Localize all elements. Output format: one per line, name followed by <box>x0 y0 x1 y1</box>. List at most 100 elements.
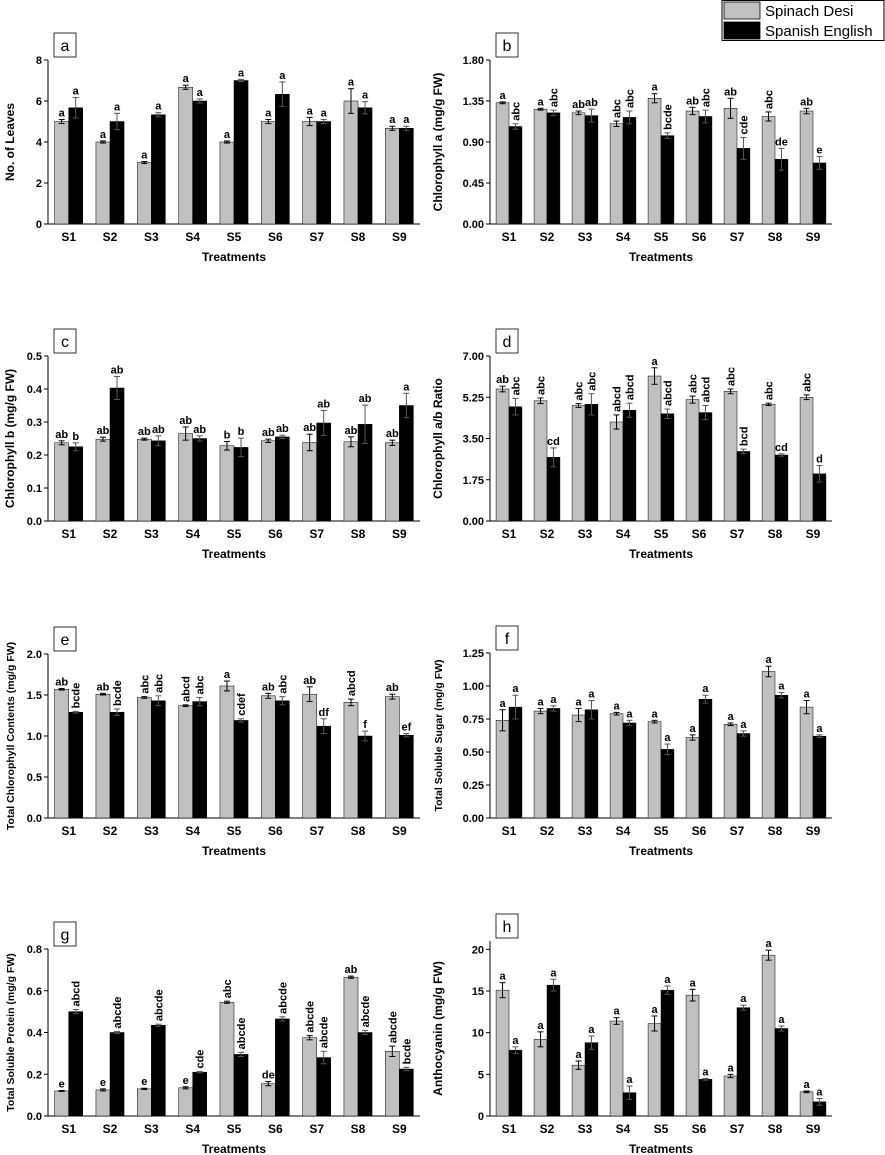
significance-label: b <box>72 431 79 443</box>
significance-label: e <box>183 1075 189 1087</box>
error-bar <box>664 743 671 756</box>
bar <box>723 108 738 225</box>
bar <box>68 446 83 522</box>
error-bar <box>702 405 709 421</box>
error-bar <box>803 394 810 401</box>
bar <box>495 388 510 522</box>
error-bar <box>816 1098 823 1106</box>
significance-label: abcd <box>662 380 674 406</box>
bar <box>275 436 290 522</box>
bar <box>685 994 700 1117</box>
significance-label: ab <box>686 95 699 107</box>
error-bar <box>740 730 747 737</box>
x-tick-label: S7 <box>730 230 745 244</box>
bar <box>233 1054 249 1117</box>
bar <box>137 1088 152 1117</box>
significance-label: a <box>537 1020 544 1032</box>
significance-label: ab <box>179 415 192 427</box>
error-bar <box>588 700 595 720</box>
x-axis-title: Treatments <box>629 844 693 858</box>
error-bar <box>362 1029 369 1036</box>
significance-label: a <box>499 698 506 710</box>
significance-label: a <box>155 101 162 113</box>
significance-label: a <box>114 101 121 113</box>
y-axis-title: No. of Leaves <box>3 103 17 181</box>
error-bar <box>765 402 772 406</box>
bar <box>571 714 586 819</box>
significance-label: a <box>499 90 506 102</box>
significance-label: e <box>141 1076 147 1088</box>
y-tick-label: 4 <box>36 137 43 149</box>
significance-label: ab <box>345 964 358 976</box>
error-bar <box>279 81 286 108</box>
y-tick-label: 0.5 <box>27 772 42 784</box>
significance-label: ab <box>572 99 585 111</box>
bar <box>316 725 331 819</box>
error-bar <box>72 1009 79 1015</box>
error-bar <box>182 1086 189 1090</box>
panel-label: e <box>61 632 70 649</box>
bar <box>219 685 235 819</box>
error-bar <box>265 1081 272 1087</box>
error-bar <box>613 711 620 716</box>
x-tick-label: S7 <box>309 824 324 838</box>
bar <box>233 80 249 225</box>
significance-label: abc <box>195 675 207 694</box>
error-bar <box>347 698 354 707</box>
error-bar <box>512 123 519 130</box>
panel-label-box <box>53 626 77 652</box>
error-bar <box>613 120 620 128</box>
significance-label: ab <box>303 675 316 687</box>
y-tick-label: 1.35 <box>463 96 484 108</box>
x-tick-label: S7 <box>730 824 745 838</box>
bar <box>275 700 290 819</box>
y-tick-label: 0.00 <box>463 219 484 231</box>
error-bar <box>389 1045 396 1058</box>
error-bar <box>664 132 671 139</box>
significance-label: ab <box>97 425 110 437</box>
bar <box>192 438 207 522</box>
error-bar <box>613 1017 620 1025</box>
significance-label: a <box>651 82 658 94</box>
bar <box>660 135 675 225</box>
error-bar <box>575 707 582 723</box>
error-bar <box>58 440 65 446</box>
error-bar <box>58 118 65 125</box>
bar <box>571 1064 586 1117</box>
x-tick-label: S8 <box>351 1122 366 1136</box>
y-tick-label: 5.25 <box>463 392 484 404</box>
error-bar <box>279 696 286 706</box>
y-tick-label: 1.25 <box>463 648 484 660</box>
bar <box>151 114 166 225</box>
x-tick-label: S2 <box>540 1122 555 1136</box>
x-tick-label: S3 <box>578 824 593 838</box>
bar <box>343 702 359 819</box>
error-bar <box>727 1073 734 1079</box>
error-bar <box>362 404 369 444</box>
bar <box>812 735 827 819</box>
error-bar <box>702 1078 709 1081</box>
error-bar <box>306 116 313 127</box>
significance-label: a <box>499 971 506 983</box>
significance-label: a <box>740 993 747 1005</box>
bar <box>316 1057 331 1117</box>
error-bar <box>689 988 696 1002</box>
significance-label: ab <box>303 422 316 434</box>
x-tick-label: S6 <box>268 527 283 541</box>
error-bar <box>689 395 696 404</box>
bar <box>302 1037 317 1117</box>
significance-label: a <box>537 696 544 708</box>
x-tick-label: S9 <box>392 1122 407 1136</box>
error-bar <box>389 439 396 446</box>
x-axis-title: Treatments <box>629 547 693 561</box>
significance-label: e <box>100 1077 106 1089</box>
y-tick-label: 0.4 <box>27 384 43 396</box>
error-bar <box>651 367 658 385</box>
bar <box>533 400 548 522</box>
error-bar <box>588 108 595 123</box>
significance-label: abcd <box>346 670 358 696</box>
x-tick-label: S8 <box>768 1122 783 1136</box>
error-bar <box>306 1035 313 1041</box>
x-tick-label: S9 <box>806 527 821 541</box>
